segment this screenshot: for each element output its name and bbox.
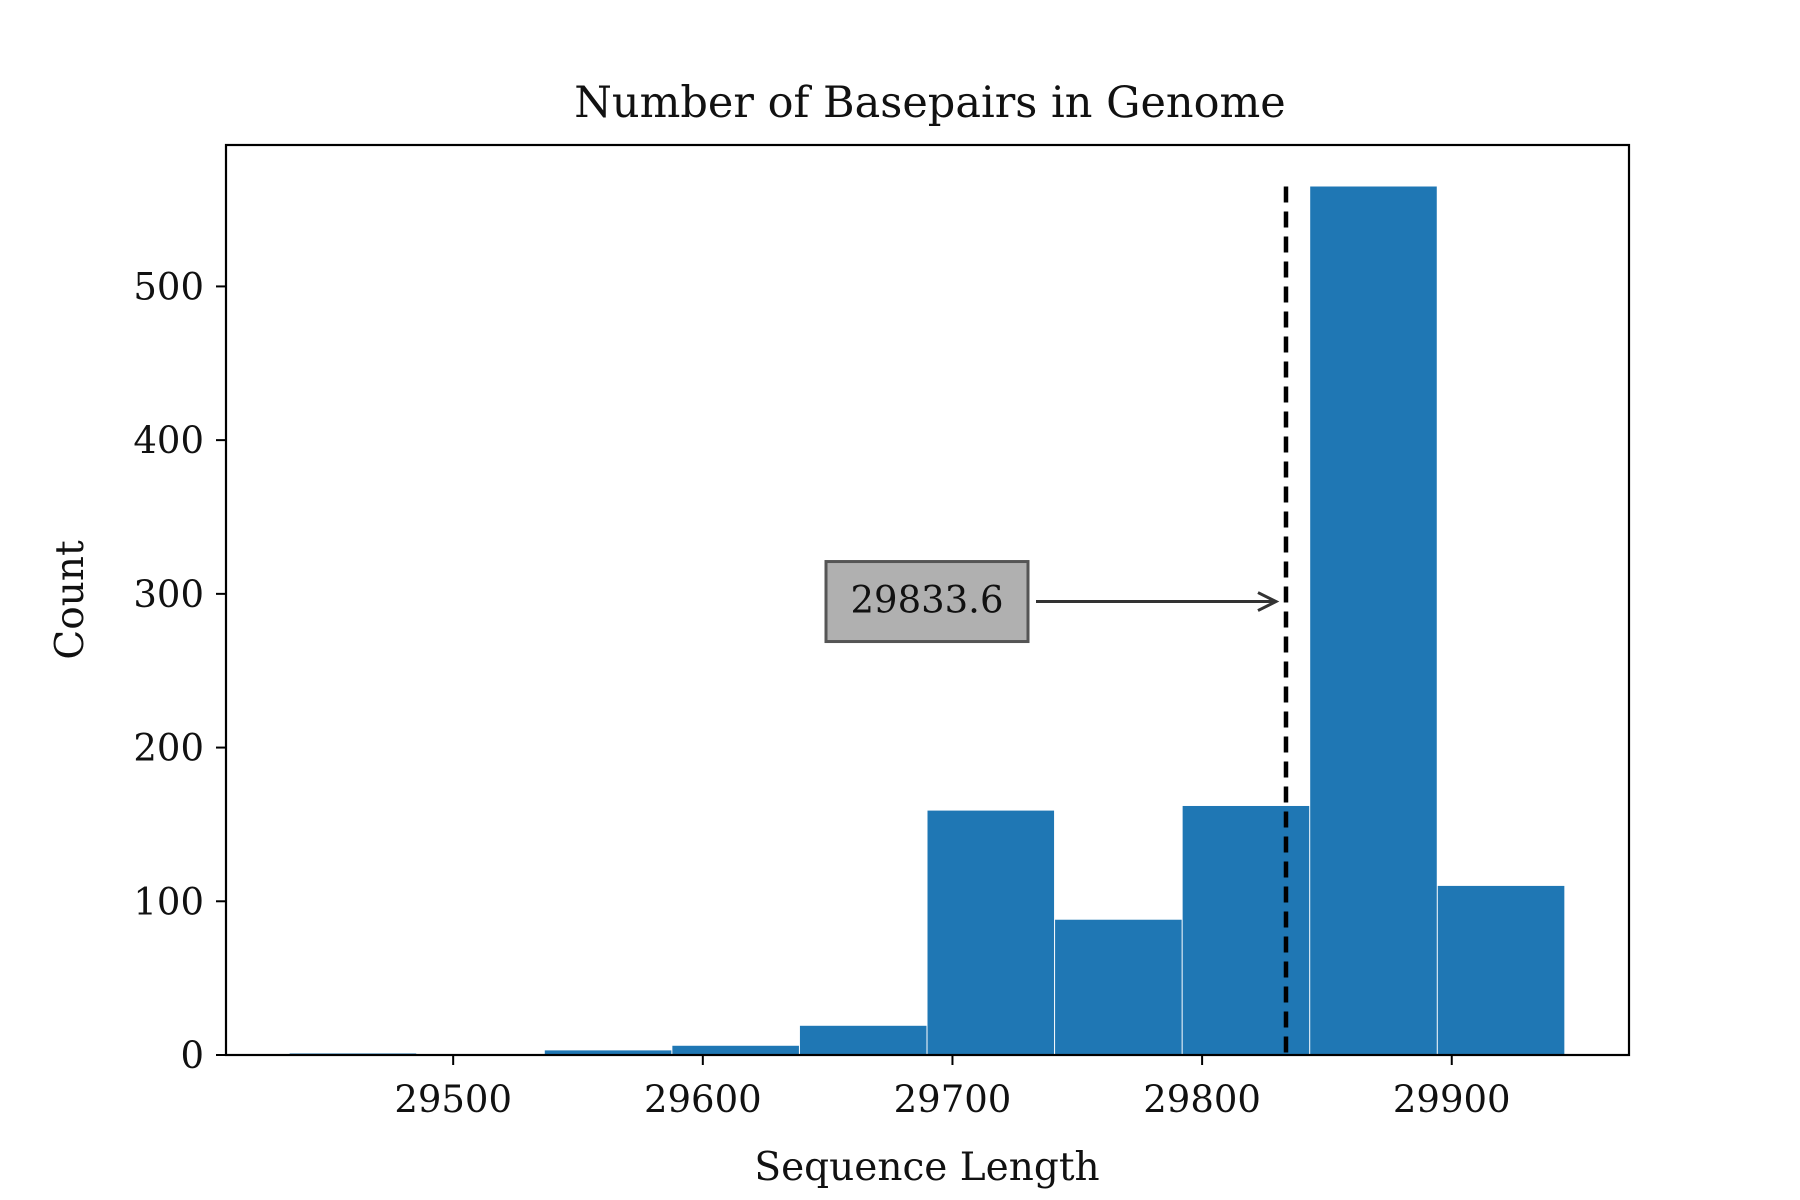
y-axis-ticks: 0 100 200 300 400 500 (133, 265, 226, 1077)
histogram-bar (1310, 186, 1437, 1056)
x-axis-label: Sequence Length (754, 1145, 1099, 1190)
y-tick-label: 200 (133, 727, 204, 770)
mean-annotation: 29833.6 (824, 560, 1280, 644)
histogram-bar (799, 1025, 927, 1055)
x-axis-ticks: 29500 29600 29700 29800 29900 (394, 1055, 1511, 1121)
y-tick-label: 300 (133, 573, 204, 616)
y-axis-label: Count (48, 540, 93, 660)
histogram-bar (1055, 919, 1182, 1055)
y-tick-label: 400 (133, 419, 204, 462)
y-tick-label: 0 (180, 1034, 204, 1077)
x-tick-label: 29800 (1143, 1078, 1261, 1121)
y-tick-label: 500 (133, 265, 204, 308)
x-tick-label: 29700 (894, 1078, 1012, 1121)
y-tick-label: 100 (133, 880, 204, 923)
x-tick-label: 29900 (1393, 1078, 1511, 1121)
histogram-bar (927, 810, 1055, 1055)
histogram-bar (544, 1050, 672, 1055)
annotation-arrowhead (1257, 591, 1280, 612)
histogram-bar (1437, 885, 1565, 1055)
chart-title: Number of Basepairs in Genome (574, 78, 1285, 128)
histogram-bar (672, 1045, 799, 1055)
x-tick-label: 29500 (394, 1078, 512, 1121)
plot-frame (224, 143, 1631, 1057)
annotation-box (824, 560, 1030, 644)
x-tick-label: 29600 (644, 1078, 762, 1121)
histogram-bar (1182, 805, 1310, 1055)
annotation-label: 29833.6 (850, 579, 1003, 622)
bars-group (289, 186, 1565, 1056)
